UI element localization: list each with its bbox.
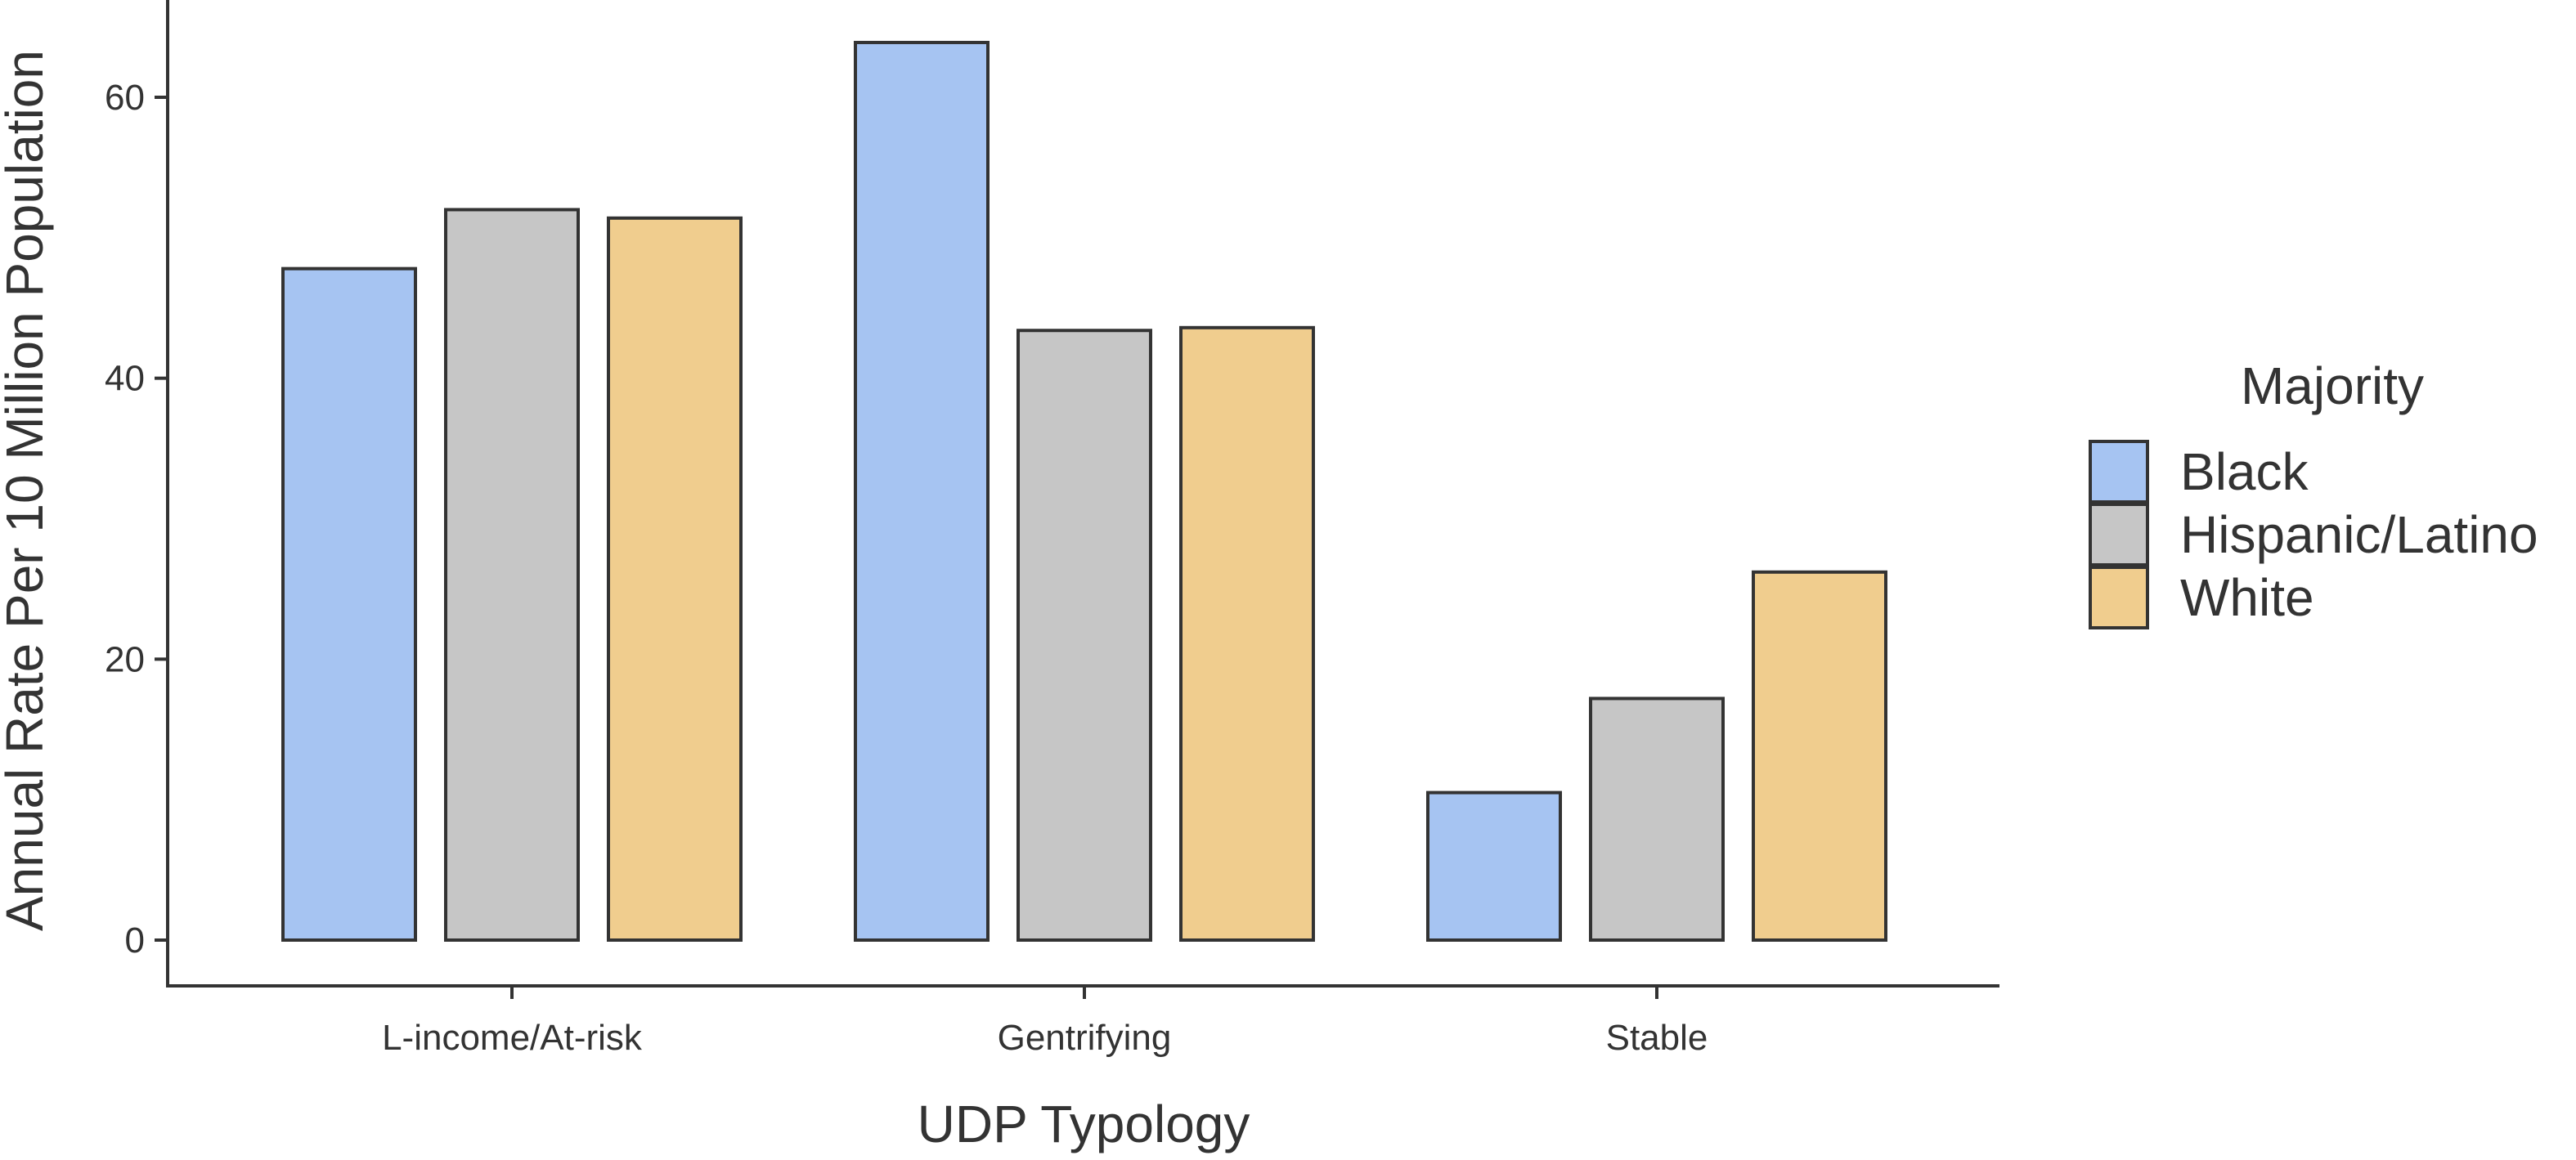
bar-black-3 — [1426, 791, 1562, 943]
bar-white-1 — [607, 216, 743, 942]
bar-white-2 — [1179, 325, 1315, 943]
bar-white-3 — [1752, 570, 1887, 943]
legend-key-hispanic-latino — [2089, 503, 2149, 567]
y-tick-label: 60 — [105, 78, 145, 118]
y-axis-title: Annual Rate Per 10 Million Population — [0, 50, 54, 931]
bar-black-2 — [854, 40, 990, 943]
legend-label: Black — [2180, 442, 2309, 501]
y-tick-label: 0 — [125, 920, 145, 961]
axes: 0 20 40 60 L-income/At-risk Gentrifying Stable — [105, 0, 1999, 1058]
bar-hispanic-latino-2 — [1016, 329, 1152, 942]
legend-key-black — [2089, 440, 2149, 504]
plot-area — [281, 40, 1887, 943]
x-tick-label: L-income/At-risk — [382, 1018, 643, 1058]
x-axis-title: UDP Typology — [918, 1095, 1250, 1153]
legend-key-white — [2089, 566, 2149, 629]
bar-black-1 — [281, 266, 417, 942]
y-tick-label: 40 — [105, 359, 145, 399]
legend-label: Hispanic/Latino — [2180, 505, 2538, 564]
x-tick-label: Stable — [1606, 1018, 1708, 1058]
bar-hispanic-latino-1 — [444, 208, 580, 942]
x-tick-label: Gentrifying — [998, 1018, 1172, 1058]
bar-hispanic-latino-3 — [1589, 696, 1725, 942]
legend-label: White — [2180, 568, 2314, 627]
legend-title: Majority — [2241, 356, 2424, 415]
y-tick-label: 20 — [105, 639, 145, 679]
